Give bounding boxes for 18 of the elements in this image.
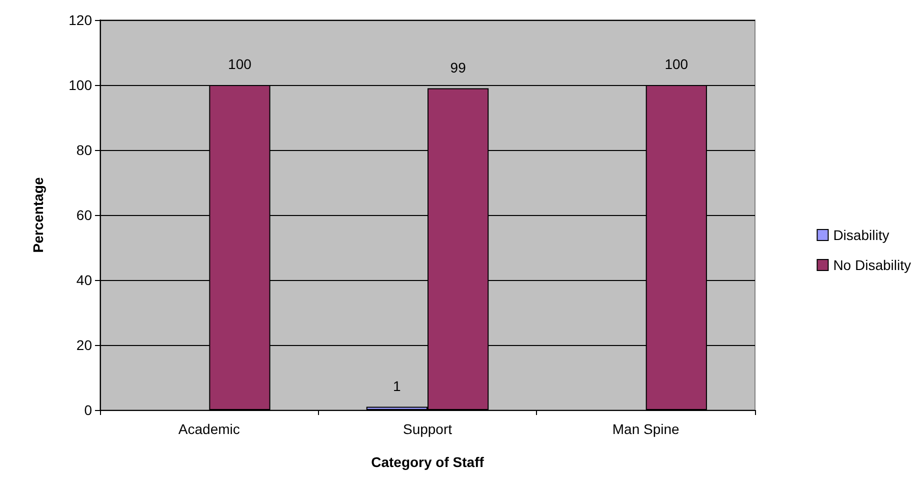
y-tick-label: 120 <box>68 12 92 28</box>
legend-label: No Disability <box>833 257 912 273</box>
legend-label: Disability <box>833 227 890 243</box>
x-tick-label: Academic <box>178 421 240 437</box>
y-tick-label: 20 <box>76 337 92 353</box>
x-tick-label: Man Spine <box>612 421 680 437</box>
data-label: 1 <box>393 378 402 394</box>
y-tick-label: 40 <box>76 272 92 288</box>
y-tick-label: 100 <box>68 77 92 93</box>
y-tick-label: 60 <box>76 207 92 223</box>
y-axis-title: Percentage <box>30 177 46 253</box>
data-label: 99 <box>450 59 466 76</box>
x-tick-label: Support <box>402 421 452 437</box>
data-label: 100 <box>228 56 252 72</box>
data-label: 100 <box>664 56 688 72</box>
x-axis-title: Category of Staff <box>371 454 484 470</box>
y-tick-label: 0 <box>84 402 92 418</box>
y-tick-label: 80 <box>76 142 92 158</box>
